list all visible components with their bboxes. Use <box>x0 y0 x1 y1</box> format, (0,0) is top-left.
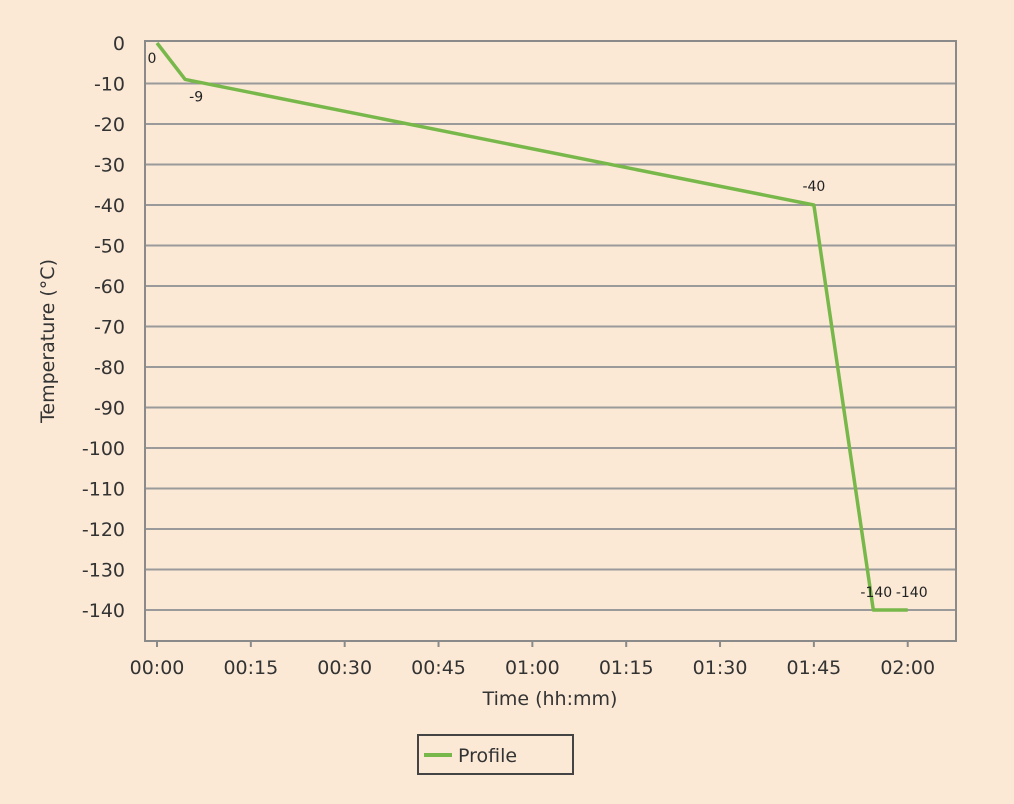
y-axis-ticks: 0 -10 -20 -30 -40 -50 -60 -70 -80 -90 -100 -110 -120… <box>82 33 125 622</box>
y-axis-label: Temperature (°C) <box>37 259 59 424</box>
y-tick-label: -60 <box>94 276 125 298</box>
y-tick-label: -90 <box>94 398 125 420</box>
x-tick-label: 00:45 <box>411 657 466 679</box>
y-tick-label: -100 <box>82 438 125 460</box>
y-tick-label: -130 <box>82 560 125 582</box>
y-tick-label: 0 <box>113 33 125 55</box>
y-tick-label: -50 <box>94 236 125 258</box>
y-tick-label: -20 <box>94 114 125 136</box>
y-tick-label: -80 <box>94 357 125 379</box>
y-tick-label: -120 <box>82 519 125 541</box>
x-axis-ticks: 00:00 00:15 00:30 00:45 01:00 01:15 01:30 01:45… <box>130 641 935 679</box>
y-tick-label: -140 <box>82 600 125 622</box>
x-tick-label: 00:15 <box>223 657 278 679</box>
x-tick-label: 01:00 <box>505 657 560 679</box>
x-tick-label: 01:15 <box>599 657 654 679</box>
x-tick-label: 02:00 <box>880 657 935 679</box>
x-tick-label: 00:30 <box>317 657 372 679</box>
x-axis-label: Time (hh:mm) <box>482 688 618 710</box>
x-tick-label: 01:45 <box>786 657 841 679</box>
data-point-label: -140 <box>860 585 892 601</box>
data-point-label: 0 <box>148 51 157 67</box>
y-tick-label: -110 <box>82 479 125 501</box>
y-tick-label: -40 <box>94 195 125 217</box>
x-tick-label: 00:00 <box>130 657 185 679</box>
x-tick-label: 01:30 <box>693 657 748 679</box>
legend: Profile <box>418 735 573 774</box>
y-tick-label: -30 <box>94 155 125 177</box>
data-point-label: -9 <box>189 89 203 105</box>
data-point-label: -140 <box>896 585 928 601</box>
legend-label: Profile <box>458 745 517 767</box>
y-tick-label: -10 <box>94 74 125 96</box>
data-point-label: -40 <box>802 179 825 195</box>
y-tick-label: -70 <box>94 317 125 339</box>
